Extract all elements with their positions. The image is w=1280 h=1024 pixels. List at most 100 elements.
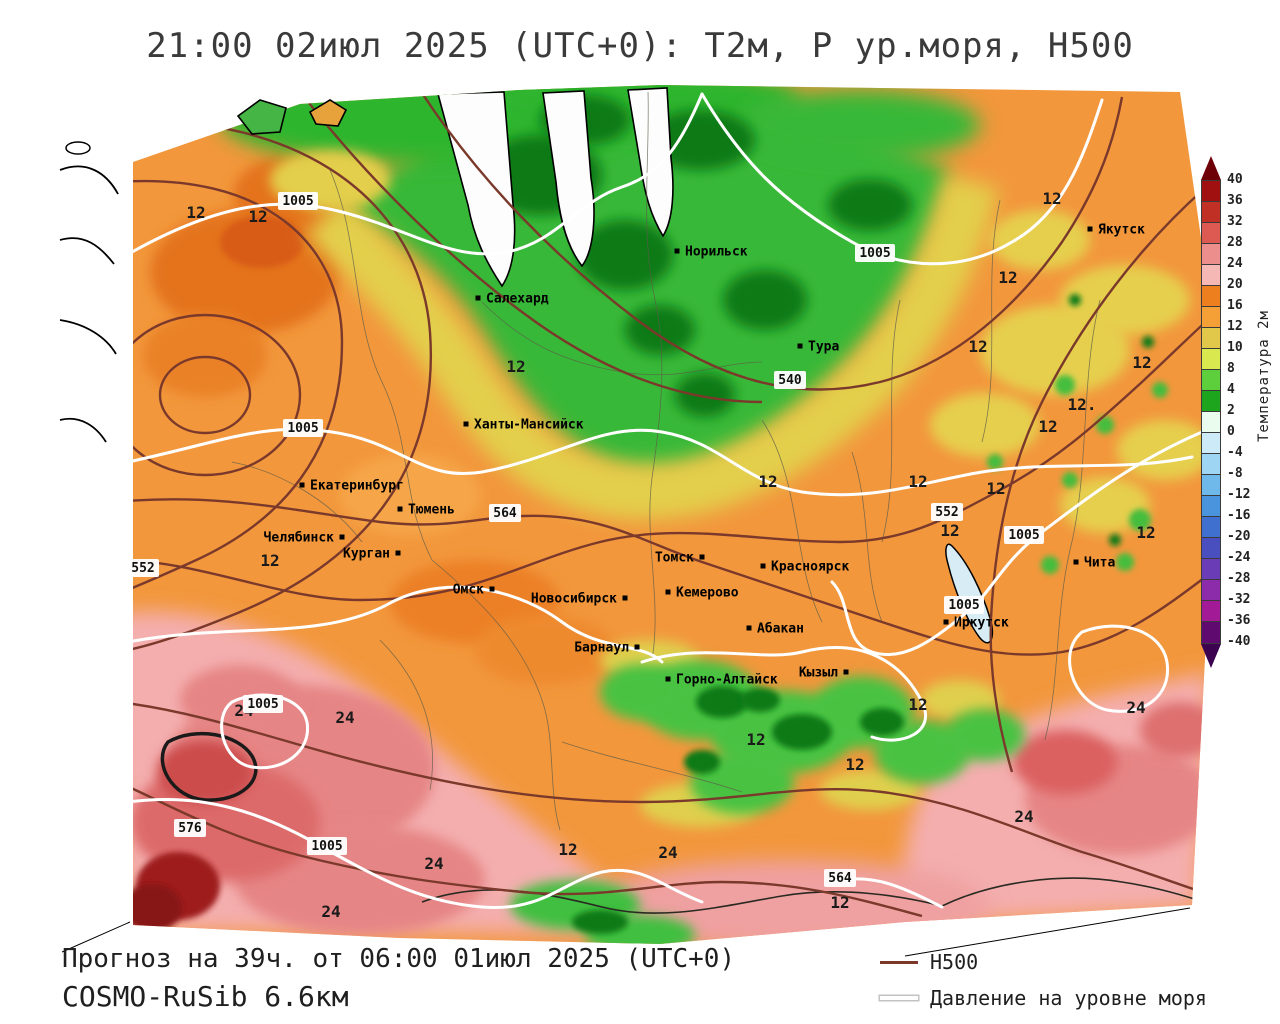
- h500-contour-label: 552: [935, 505, 958, 520]
- taz-gulf-coastline: [542, 90, 595, 268]
- pressure-contour-label: 1005: [311, 839, 342, 854]
- pressure-contour-label-bg: [855, 244, 895, 262]
- temperature-value-label: 12: [940, 521, 959, 540]
- pressure-contour-label-bg: [1004, 526, 1044, 544]
- temperature-value-label: 12: [506, 357, 525, 376]
- temperature-value-label: 12: [1136, 523, 1155, 542]
- colorbar-cell: [1202, 559, 1220, 580]
- temperature-value-label: 12: [758, 472, 777, 491]
- colorbar-tick: 20: [1227, 277, 1243, 292]
- h500-contour-label: 540: [778, 373, 802, 388]
- city-label: Иркутск: [954, 616, 1009, 631]
- temperature-value-label: 12: [1132, 353, 1151, 372]
- city-label: Тура: [808, 340, 839, 355]
- city-label: Абакан: [757, 622, 804, 637]
- coastline: [59, 319, 117, 355]
- h500-contour-label-bg: [931, 503, 963, 521]
- temperature-value-label: 24: [658, 843, 677, 862]
- h500-contours: [133, 89, 1210, 918]
- city-marker: [760, 563, 766, 569]
- city-label: Омск: [453, 583, 484, 598]
- colorbar-tick: 36: [1227, 193, 1243, 208]
- colorbar-cell: [1202, 538, 1220, 559]
- colorbar-cell: [1202, 244, 1220, 265]
- h500-contour-label-bg: [774, 371, 806, 389]
- colorbar-tick: -12: [1227, 487, 1251, 502]
- city-label: Новосибирск: [531, 592, 617, 607]
- h500-contour-label: 576: [178, 821, 202, 836]
- city-marker: [665, 589, 671, 595]
- city-marker: [1087, 226, 1093, 232]
- city-label: Чита: [1084, 556, 1115, 571]
- temperature-colorbar: 40 36 32 28 24 20 16 12 10 8 4 2 0 -4 -8 -12 -16 -20 -24 -2…: [1201, 156, 1271, 668]
- colorbar-cell: [1202, 265, 1220, 286]
- colorbar-cell: [1202, 601, 1220, 622]
- city-marker: [634, 644, 640, 650]
- legend-pressure: Давление на уровне моря: [880, 986, 1207, 1010]
- pressure-contour-label-bg: [283, 419, 323, 437]
- island-outline: [308, 99, 348, 127]
- colorbar-cell: [1202, 517, 1220, 538]
- legend-h500-label: H500: [930, 950, 979, 974]
- colorbar-cell: [1202, 580, 1220, 601]
- city-marker: [475, 295, 481, 301]
- city-label: Тюмень: [408, 503, 455, 518]
- colorbar-cell: [1202, 286, 1220, 307]
- pressure-contour-label: 1005: [282, 194, 313, 209]
- colorbar-tick: 10: [1227, 340, 1243, 355]
- pressure-line-sample: [880, 996, 918, 1000]
- colorbar-arrow-up: [1201, 156, 1221, 180]
- outside-map-features: [59, 99, 1191, 957]
- colorbar-arrow-down: [1201, 644, 1221, 668]
- city-marker: [665, 676, 671, 682]
- colorbar-tick: 2: [1227, 403, 1235, 418]
- city-label: Барнаул: [574, 641, 629, 656]
- city-label: Норильск: [685, 245, 748, 260]
- city-marker: [699, 554, 705, 560]
- city-label: Кызыл: [799, 666, 838, 681]
- temperature-value-label: 12: [845, 755, 864, 774]
- city-marker: [674, 248, 680, 254]
- colorbar-cell: [1202, 622, 1220, 643]
- pressure-contour-label: 1005: [859, 246, 890, 261]
- temperature-value-label: 12.: [1068, 395, 1097, 414]
- island-outline: [65, 141, 91, 155]
- coastline: [59, 237, 115, 265]
- colorbar-tick: -24: [1227, 550, 1251, 565]
- coastline: [59, 165, 119, 195]
- colorbar-cell: [1202, 370, 1220, 391]
- temperature-value-label: 12: [558, 840, 577, 859]
- h500-contour-label: 564: [828, 871, 852, 886]
- temperature-value-label: 24: [321, 902, 340, 921]
- colorbar-tick: -40: [1227, 634, 1251, 649]
- city-marker: [395, 550, 401, 556]
- colorbar-cell: [1202, 454, 1220, 475]
- city-marker: [1073, 559, 1079, 565]
- temperature-value-label: 12: [986, 479, 1005, 498]
- pressure-contour-label-bg: [944, 596, 984, 614]
- city-label: Горно-Алтайск: [676, 673, 778, 688]
- colorbar-ticks: 40 36 32 28 24 20 16 12 10 8 4 2 0 -4 -8 -12 -16 -20 -24 -2…: [1227, 156, 1267, 666]
- h500-contour-label-bg: [127, 559, 159, 577]
- temperature-value-label: 12: [186, 203, 205, 222]
- city-marker: [843, 669, 849, 675]
- temperature-value-label: 12: [248, 207, 267, 226]
- colorbar-tick: -4: [1227, 445, 1243, 460]
- city-marker: [797, 343, 803, 349]
- colorbar-tick: 24: [1227, 256, 1243, 271]
- national-borders: [160, 543, 1206, 914]
- graticule-line: [61, 921, 131, 953]
- colorbar-tick: 4: [1227, 382, 1235, 397]
- closed-isoline: [160, 731, 258, 802]
- h500-contour-label-bg: [489, 504, 521, 522]
- colorbar-tick: 0: [1227, 424, 1235, 439]
- lake-baikal: [945, 543, 994, 644]
- colorbar-cell: [1202, 181, 1220, 202]
- colorbar-tick: -20: [1227, 529, 1251, 544]
- legend-pressure-label: Давление на уровне моря: [930, 986, 1207, 1010]
- h500-contour-label: 552: [131, 561, 154, 576]
- pressure-contour-label: 1005: [948, 598, 979, 613]
- colorbar-cell: [1202, 307, 1220, 328]
